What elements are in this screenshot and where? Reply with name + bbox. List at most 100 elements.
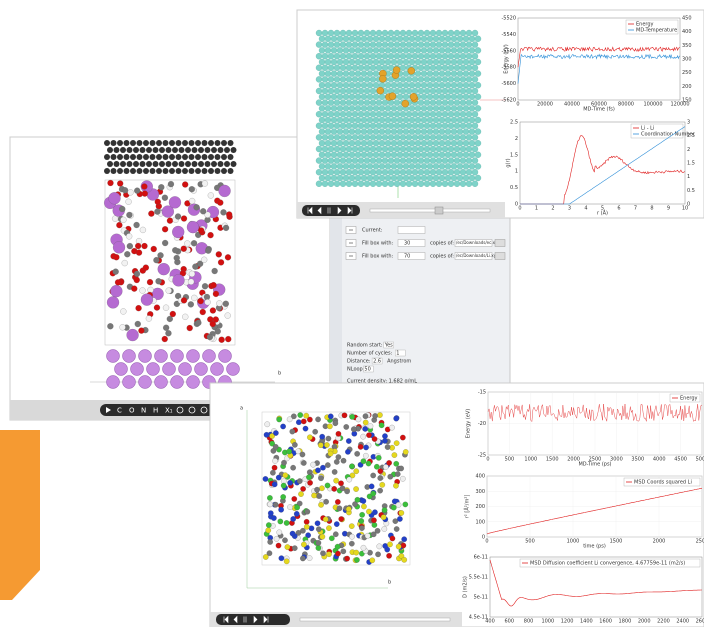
- toolbar-label[interactable]: C: [117, 407, 122, 415]
- atom: [357, 29, 365, 37]
- plot-line: [489, 559, 702, 607]
- atom: [145, 315, 153, 322]
- atom: [372, 82, 380, 89]
- atom: [405, 169, 413, 176]
- atom: [375, 41, 383, 48]
- atom: [375, 64, 383, 71]
- y-tick-label: 2.5: [510, 120, 518, 126]
- atom: [417, 87, 425, 95]
- carbon-atom: [224, 147, 230, 153]
- atom: [375, 29, 383, 37]
- atom: [157, 252, 164, 259]
- play-control[interactable]: [253, 615, 258, 624]
- browse-button[interactable]: [494, 252, 506, 260]
- atom: [308, 525, 315, 532]
- atom: [267, 495, 273, 501]
- atom: [315, 526, 322, 532]
- legend-label: Energy: [680, 396, 698, 402]
- atom: [444, 35, 452, 42]
- count-field[interactable]: [397, 252, 426, 260]
- option-field[interactable]: [371, 357, 383, 365]
- atom: [187, 301, 194, 308]
- play-control[interactable]: [223, 615, 229, 624]
- carbon-atom: [146, 147, 152, 153]
- toolbar-icon[interactable]: [176, 406, 184, 414]
- atom: [121, 187, 129, 194]
- atom: [423, 53, 431, 60]
- toolbar-label[interactable]: H: [153, 407, 158, 415]
- atom: [474, 70, 482, 77]
- file-field[interactable]: [454, 252, 493, 260]
- slider[interactable]: [369, 208, 491, 213]
- atom: [174, 292, 182, 300]
- toolbar: [100, 404, 230, 416]
- atom: [372, 93, 380, 100]
- atom: [324, 105, 332, 112]
- atom: [405, 157, 413, 164]
- atom: [441, 180, 449, 187]
- toolbar-icon[interactable]: [188, 406, 196, 414]
- atom: [411, 122, 419, 129]
- atom: [333, 99, 341, 106]
- toolbar-label[interactable]: X₁: [165, 407, 173, 415]
- atom: [273, 430, 279, 436]
- atom: [324, 128, 332, 135]
- carbon-atom: [201, 168, 208, 174]
- atom: [398, 553, 405, 559]
- atom: [345, 111, 353, 118]
- slider[interactable]: [299, 617, 451, 622]
- atom: [135, 305, 142, 312]
- atom: [119, 205, 126, 213]
- atom: [315, 53, 323, 60]
- option-field[interactable]: [395, 349, 406, 357]
- toolbar-icon[interactable]: [200, 406, 208, 414]
- play-control[interactable]: [317, 206, 322, 215]
- atom: [351, 122, 359, 129]
- atom: [384, 105, 392, 112]
- y-tick-label: -5620: [501, 98, 516, 104]
- count-field[interactable]: [397, 226, 426, 234]
- atom: [432, 47, 440, 54]
- atom: [306, 555, 313, 561]
- count-field[interactable]: [397, 239, 426, 247]
- atom: [330, 82, 338, 89]
- atom: [447, 145, 455, 153]
- option-label: NLoop:: [347, 367, 365, 373]
- file-field[interactable]: [454, 239, 493, 247]
- atom: [342, 82, 350, 89]
- play-control[interactable]: [307, 206, 313, 215]
- slider-thumb[interactable]: [434, 206, 444, 215]
- browse-button[interactable]: [494, 239, 506, 247]
- carbon-atom: [185, 147, 191, 153]
- option-field[interactable]: [363, 365, 374, 373]
- atom: [444, 174, 452, 182]
- carbon-atom: [165, 161, 172, 167]
- play-control[interactable]: [347, 206, 353, 215]
- atom: [280, 494, 286, 500]
- legend: [519, 558, 701, 568]
- atom: [165, 330, 172, 337]
- carbon-atom: [136, 140, 143, 146]
- carbon-atom: [126, 161, 133, 167]
- play-control[interactable]: [106, 407, 111, 413]
- atom: [465, 145, 473, 153]
- play-control[interactable]: [263, 615, 269, 624]
- play-control[interactable]: [327, 207, 331, 214]
- play-control[interactable]: [337, 206, 342, 215]
- atom: [366, 174, 374, 182]
- y2-tick-label: 250: [682, 70, 692, 76]
- atom: [438, 35, 446, 42]
- toolbar-label[interactable]: N: [141, 407, 146, 415]
- toolbar-label[interactable]: O: [129, 407, 135, 415]
- play-control[interactable]: [233, 615, 238, 624]
- play-control[interactable]: [243, 616, 247, 623]
- option-field[interactable]: [383, 341, 394, 349]
- atom: [462, 82, 470, 89]
- atom: [303, 412, 310, 419]
- atom: [315, 180, 323, 187]
- atom: [444, 163, 452, 170]
- atom: [377, 475, 384, 481]
- atom: [447, 134, 455, 141]
- atom: [141, 190, 148, 197]
- atom: [408, 174, 416, 182]
